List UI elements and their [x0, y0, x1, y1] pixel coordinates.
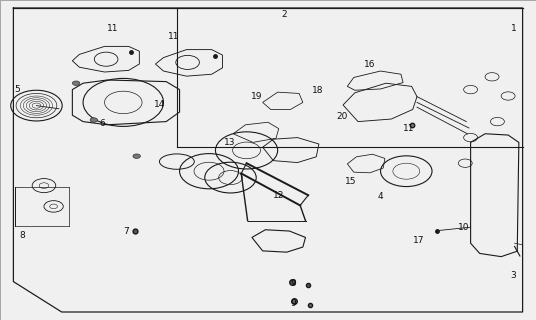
Circle shape — [72, 81, 80, 85]
Text: 3: 3 — [511, 271, 516, 280]
Text: 19: 19 — [250, 92, 262, 100]
Text: 13: 13 — [224, 138, 235, 147]
Text: 7: 7 — [123, 228, 129, 236]
Text: 11: 11 — [107, 24, 118, 33]
Text: 9: 9 — [291, 279, 296, 288]
Text: 4: 4 — [378, 192, 383, 201]
Text: 1: 1 — [511, 24, 516, 33]
Text: 14: 14 — [154, 100, 166, 109]
Circle shape — [133, 154, 140, 158]
Text: 2: 2 — [281, 10, 287, 19]
Text: 11: 11 — [168, 32, 180, 41]
Text: 9: 9 — [291, 299, 296, 308]
Text: 16: 16 — [364, 60, 376, 68]
Text: 11: 11 — [403, 124, 414, 133]
Text: 5: 5 — [14, 85, 20, 94]
Circle shape — [90, 118, 98, 122]
Text: 15: 15 — [345, 177, 357, 186]
Text: 12: 12 — [273, 191, 285, 200]
Text: 20: 20 — [336, 112, 348, 121]
Text: 8: 8 — [20, 231, 25, 240]
Text: 17: 17 — [413, 236, 425, 245]
Text: 10: 10 — [458, 223, 470, 232]
Text: 18: 18 — [311, 86, 323, 95]
Text: 6: 6 — [99, 119, 105, 128]
